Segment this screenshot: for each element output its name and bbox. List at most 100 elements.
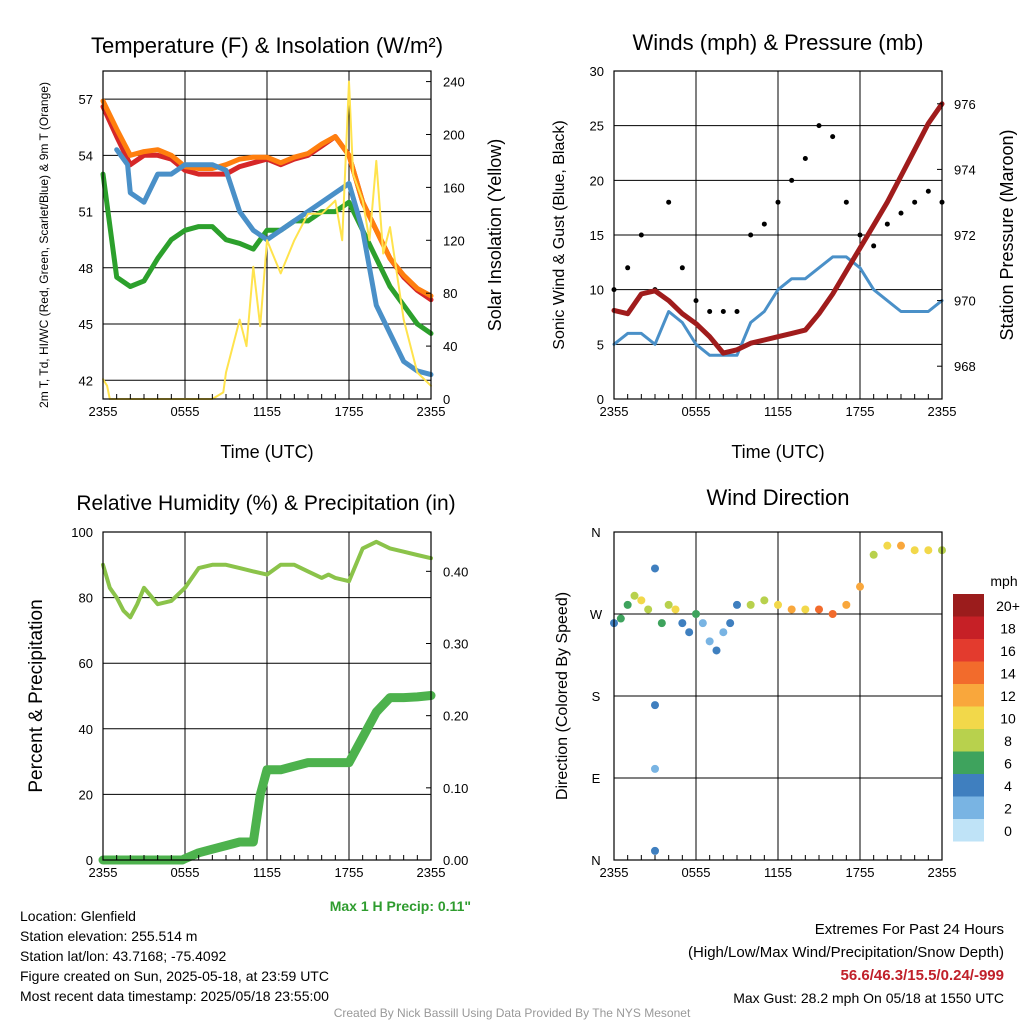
gust-point: [884, 221, 890, 227]
direction-point: [651, 846, 659, 855]
y-axis-label-left: Percent & Precipitation: [26, 599, 47, 792]
colorbar-swatch: [953, 616, 984, 639]
y-axis-label-right: Station Pressure (Maroon): [997, 129, 1017, 340]
humidity-line: [101, 539, 433, 620]
colorbar-swatch: [953, 751, 984, 774]
max-gust-text: Max Gust: 28.2 mph On 05/18 at 1550 UTC: [733, 990, 1004, 1006]
gust-point: [871, 243, 877, 249]
gust-point: [707, 309, 713, 315]
colorbar-label: 14: [1000, 666, 1016, 682]
x-tick-label: 2355: [89, 865, 118, 880]
direction-point: [651, 701, 659, 710]
colorbar-label: 8: [1004, 733, 1012, 749]
direction-point: [637, 596, 646, 605]
direction-point: [828, 610, 837, 618]
y-tick-label: S: [592, 689, 601, 704]
gust-point: [775, 199, 781, 205]
direction-point: [746, 600, 755, 609]
colorbar-swatch: [953, 639, 984, 662]
gust-point: [679, 265, 685, 271]
y-tick-label: N: [591, 853, 600, 868]
gust-point: [789, 177, 795, 183]
extremes-values: 56.6/46.3/15.5/0.24/-999: [840, 967, 1004, 984]
extremes-subtitle: (High/Low/Max Wind/Precipitation/Snow De…: [688, 944, 1004, 961]
chart-title: Winds (mph) & Pressure (mb): [633, 30, 924, 55]
colorbar-label: 0: [1004, 823, 1012, 839]
y-right-tick-label: 40: [443, 339, 457, 354]
x-tick-label: 1155: [764, 865, 792, 880]
colorbar-swatch: [953, 594, 984, 617]
latlon-text: Station lat/lon: 43.7168; -75.4092: [20, 948, 227, 964]
y-right-tick-label: 0.20: [443, 709, 468, 724]
pressure-line: [611, 101, 945, 356]
x-tick-label: 0555: [682, 865, 711, 880]
credit-text: Created By Nick Bassill Using Data Provi…: [333, 1006, 691, 1020]
colorbar-swatch: [953, 796, 984, 819]
gust-point: [638, 232, 644, 238]
y-tick-label: N: [591, 525, 600, 540]
y-tick-label: 0: [597, 392, 604, 407]
y-right-tick-label: 160: [443, 180, 465, 195]
gust-point: [761, 221, 767, 227]
direction-point: [910, 546, 919, 555]
x-tick-label: 2355: [89, 404, 118, 419]
y-tick-label: 30: [590, 64, 604, 79]
x-tick-label: 1155: [253, 404, 281, 419]
colorbar-label: 6: [1004, 756, 1012, 772]
max-precip-annotation: Max 1 H Precip: 0.11": [330, 898, 471, 914]
y-right-tick-label: 0.10: [443, 781, 468, 796]
gust-point: [693, 298, 699, 304]
direction-point: [685, 628, 694, 637]
colorbar-swatch: [953, 819, 984, 842]
y-right-tick-label: 0: [443, 392, 450, 407]
y-tick-label: 42: [79, 373, 93, 388]
y-axis-label-left: Sonic Wind & Gust (Blue, Black): [551, 120, 568, 349]
y-tick-label: 54: [79, 148, 93, 163]
plot-frame: [613, 531, 943, 861]
y-tick-label: 57: [79, 92, 93, 107]
x-tick-label: 1755: [846, 404, 875, 419]
y-tick-label: 10: [590, 283, 604, 298]
y-tick-label: 40: [79, 722, 93, 737]
colorbar-label: 16: [1000, 643, 1016, 659]
colorbar-label: 10: [1000, 711, 1016, 727]
direction-point: [760, 596, 769, 605]
x-axis-label: Time (UTC): [731, 442, 824, 462]
y-tick-label: 15: [590, 228, 604, 243]
direction-point: [664, 600, 673, 609]
direction-point: [869, 550, 878, 559]
y-tick-label: 20: [79, 787, 93, 802]
chart-title: Relative Humidity (%) & Precipitation (i…: [76, 492, 455, 515]
direction-point: [897, 541, 905, 550]
chart-title: Temperature (F) & Insolation (W/m²): [91, 33, 443, 58]
plot-frame: [102, 531, 432, 861]
gust-point: [925, 188, 931, 194]
y-right-tick-label: 200: [443, 127, 465, 142]
wind-speed-line: [612, 255, 944, 357]
x-tick-label: 2355: [928, 404, 957, 419]
x-tick-label: 0555: [171, 865, 200, 880]
gust-point: [734, 309, 740, 315]
direction-point: [801, 605, 810, 614]
direction-point: [815, 605, 823, 614]
y-tick-label: 45: [79, 317, 93, 332]
colorbar-label: 2: [1004, 801, 1012, 817]
colorbar-swatch: [953, 774, 984, 797]
direction-point: [719, 628, 728, 637]
x-tick-label: 1755: [335, 865, 364, 880]
direction-point: [924, 546, 933, 555]
x-tick-label: 1755: [846, 865, 875, 880]
colorbar-label: 18: [1000, 621, 1016, 637]
x-tick-label: 0555: [682, 404, 711, 419]
gust-point: [816, 123, 822, 129]
y-tick-label: W: [590, 607, 603, 622]
x-tick-label: 1155: [253, 865, 281, 880]
y-right-tick-label: 240: [443, 75, 465, 90]
y-tick-label: 25: [590, 119, 604, 134]
x-tick-label: 2355: [417, 865, 446, 880]
gust-point: [843, 199, 849, 205]
x-tick-label: 1755: [335, 404, 364, 419]
gust-point: [666, 199, 672, 205]
plot-frame: [102, 70, 432, 400]
